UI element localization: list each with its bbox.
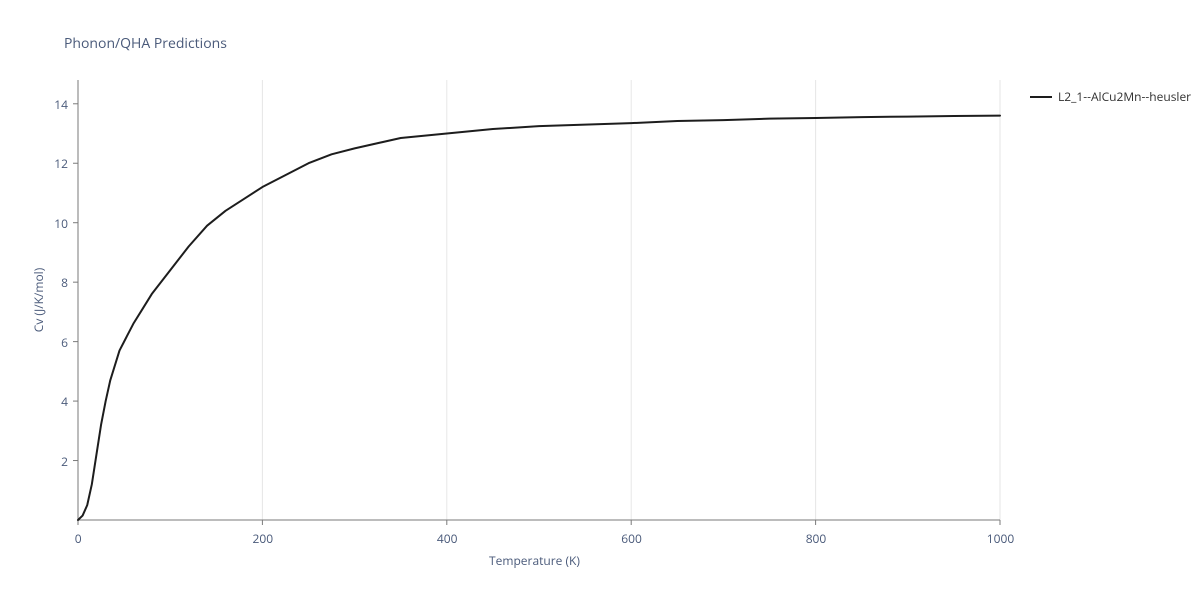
x-axis-label: Temperature (K) [489, 552, 580, 569]
x-tick-label: 200 [253, 530, 274, 547]
y-tick-label: 8 [61, 274, 68, 291]
y-tick-label: 6 [61, 334, 68, 351]
y-tick-label: 14 [54, 96, 68, 113]
legend-swatch [1030, 96, 1052, 98]
y-tick-label: 10 [54, 215, 68, 232]
legend-label: L2_1--AlCu2Mn--heusler [1058, 88, 1191, 105]
x-tick-label: 1000 [987, 530, 1014, 547]
y-tick-label: 4 [61, 393, 68, 410]
y-tick-label: 12 [54, 155, 68, 172]
x-tick-label: 0 [75, 530, 82, 547]
x-tick-label: 800 [806, 530, 827, 547]
y-axis-label: Cv (J/K/mol) [30, 268, 47, 332]
x-tick-label: 400 [437, 530, 458, 547]
chart-svg [0, 0, 1200, 600]
chart-container: { "chart": { "type": "line", "title": "P… [0, 0, 1200, 600]
x-tick-label: 600 [621, 530, 642, 547]
chart-title: Phonon/QHA Predictions [64, 34, 227, 53]
y-tick-label: 2 [61, 453, 68, 470]
legend: L2_1--AlCu2Mn--heusler [1030, 88, 1191, 105]
